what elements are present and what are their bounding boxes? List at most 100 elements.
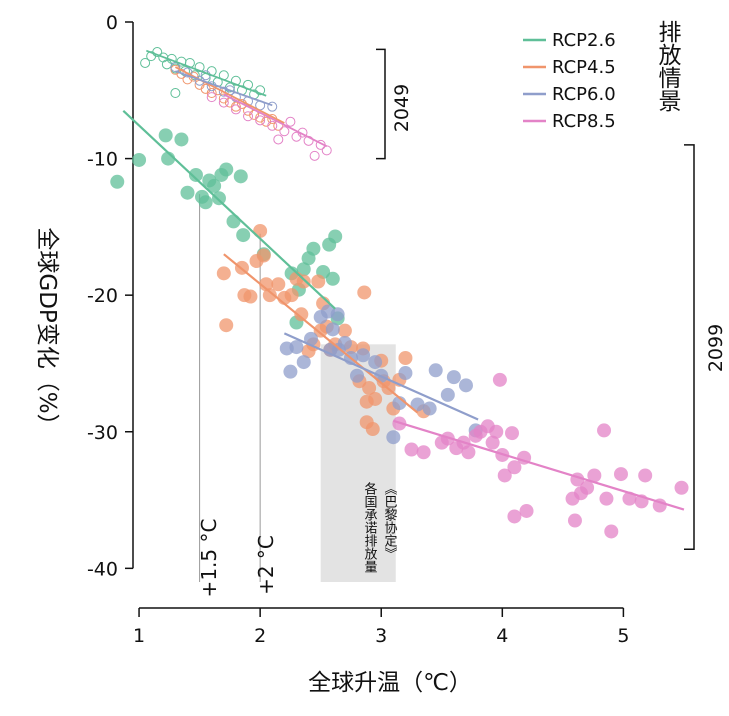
point-2099-rcp60 (296, 355, 311, 370)
point-2049-rcp85 (230, 104, 241, 115)
point-2049-rcp45 (230, 101, 241, 112)
point-2099-rcp45 (253, 223, 268, 238)
bracket-2099-label: 2099 (705, 324, 727, 372)
point-2099-rcp85 (416, 445, 431, 460)
point-2099-rcp45 (243, 289, 258, 304)
y-tick-label: 0 (106, 12, 118, 34)
x-tick-label: 2 (254, 625, 266, 647)
trendline-trend-2049-rcp45 (174, 66, 285, 124)
trendline-trend-2049-rcp60 (175, 70, 273, 107)
point-2099-rcp85 (597, 423, 612, 438)
point-2099-rcp60 (337, 335, 352, 350)
point-2099-rcp60 (446, 370, 461, 385)
point-2099-rcp26 (219, 162, 234, 177)
point-2049-rcp45 (206, 88, 217, 99)
point-2099-rcp60 (386, 430, 401, 445)
trendline-trend-2099-rcp85 (393, 419, 685, 511)
point-2099-rcp45 (256, 248, 271, 263)
point-2099-rcp60 (350, 368, 365, 383)
point-2099-rcp45 (284, 288, 299, 303)
point-2099-rcp85 (674, 480, 689, 495)
point-2099-rcp85 (580, 480, 595, 495)
point-2099-rcp26 (174, 132, 189, 147)
point-2099-rcp60 (422, 401, 437, 416)
y-tick-label: -40 (87, 558, 118, 580)
point-2049-rcp45 (261, 116, 272, 127)
point-2049-rcp85 (255, 115, 266, 126)
x-axis-title: 全球升温（℃） (308, 670, 472, 696)
point-2049-rcp85 (279, 126, 290, 137)
band-label-line1: 各国承诺排放量 (362, 481, 378, 573)
point-2099-rcp45 (259, 277, 274, 292)
point-2049-rcp26 (161, 59, 172, 70)
point-2099-rcp26 (306, 241, 321, 256)
point-2049-rcp60 (182, 67, 193, 78)
point-2099-rcp85 (485, 435, 500, 450)
x-tick-label: 5 (617, 625, 629, 647)
point-2049-rcp85 (218, 97, 229, 108)
trendline-trend-2099-rcp60 (283, 332, 479, 421)
vline-1-5-label: +1.5 °C (197, 519, 221, 598)
y-tick-label: -30 (87, 422, 118, 444)
y-tick-label: -20 (87, 285, 118, 307)
point-2099-rcp45 (262, 288, 277, 303)
point-2049-rcp85 (273, 134, 284, 145)
point-2099-rcp60 (325, 322, 340, 337)
point-2099-rcp85 (604, 524, 619, 539)
point-2099-rcp85 (497, 468, 512, 483)
legend-label-rcp85: RCP8.5 (552, 111, 616, 132)
point-2049-rcp26 (152, 47, 163, 58)
point-2099-rcp26 (180, 185, 195, 200)
point-2049-rcp85 (309, 150, 320, 161)
point-2049-rcp45 (200, 83, 211, 94)
legend-label-rcp45: RCP4.5 (552, 57, 616, 78)
point-2099-rcp45 (398, 351, 413, 365)
point-2099-rcp85 (599, 491, 614, 506)
point-2099-rcp60 (303, 331, 318, 346)
point-2099-rcp45 (296, 274, 311, 289)
point-2099-rcp85 (404, 442, 419, 457)
x-tick-label: 1 (133, 625, 145, 647)
point-2099-rcp26 (188, 167, 203, 182)
point-2099-rcp60 (356, 348, 371, 363)
point-2049-rcp26 (140, 57, 151, 68)
point-2099-rcp26 (226, 214, 241, 229)
point-2099-rcp26 (328, 229, 343, 244)
point-2099-rcp45 (216, 266, 231, 281)
point-2099-rcp85 (587, 468, 602, 483)
point-2049-rcp85 (243, 111, 254, 122)
point-2049-rcp85 (321, 145, 332, 156)
point-2099-rcp85 (613, 467, 628, 482)
point-2099-rcp45 (357, 285, 372, 300)
point-2099-rcp45 (362, 381, 377, 396)
vline-2-label: +2 °C (254, 535, 278, 595)
point-2099-rcp60 (428, 363, 443, 378)
point-2099-rcp45 (359, 394, 374, 409)
trendline-trend-2099-rcp26 (122, 109, 336, 310)
legend-label-rcp60: RCP6.0 (552, 84, 616, 105)
point-2049-rcp85 (267, 120, 278, 131)
point-2099-rcp85 (507, 509, 522, 524)
x-tick-label: 3 (375, 625, 387, 647)
point-2049-rcp60 (218, 86, 229, 97)
point-2099-rcp60 (289, 340, 304, 355)
point-2049-rcp26 (255, 85, 266, 96)
bracket-2049 (376, 48, 386, 160)
point-2099-rcp45 (365, 422, 380, 437)
point-2099-rcp26 (211, 191, 226, 206)
band-label-line2: 《巴黎协定》 (382, 482, 398, 560)
trendline-trend-2099-rcp45 (223, 253, 419, 414)
y-axis-title: 全球GDP变化（%） (34, 227, 60, 436)
x-tick-label: 4 (496, 625, 508, 647)
point-2099-rcp26 (296, 262, 311, 277)
point-2099-rcp85 (622, 491, 637, 506)
point-2049-rcp85 (206, 92, 217, 103)
point-2049-rcp60 (267, 101, 278, 112)
point-2099-rcp45 (294, 307, 309, 322)
point-2099-rcp26 (132, 152, 147, 167)
point-2099-rcp85 (461, 445, 476, 460)
point-2099-rcp60 (440, 387, 455, 402)
point-2099-rcp85 (638, 468, 653, 483)
point-2099-rcp60 (458, 378, 473, 393)
